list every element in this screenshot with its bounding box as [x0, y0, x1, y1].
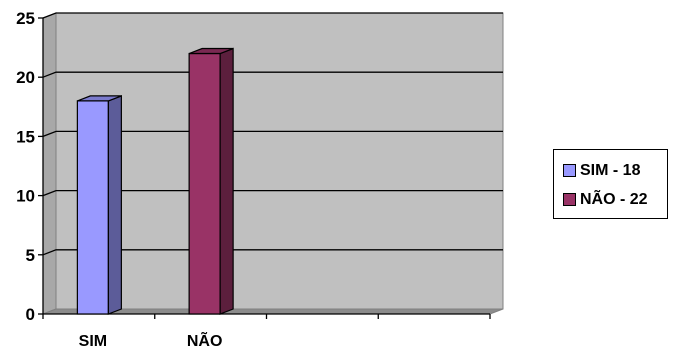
legend: SIM - 18 NÃO - 22	[553, 149, 668, 219]
bar-top	[77, 95, 122, 102]
gridline-20	[42, 71, 503, 78]
bars	[76, 47, 234, 315]
gridline-25	[42, 12, 503, 19]
bar-front	[188, 52, 221, 315]
axes	[38, 17, 491, 319]
bar-side	[219, 47, 234, 315]
legend-item-nao: NÃO - 22	[563, 185, 667, 214]
bar-side	[107, 95, 122, 315]
bar-front	[76, 100, 109, 315]
bar-top	[188, 47, 234, 55]
y-tick-label-5: 5	[26, 246, 35, 265]
legend-swatch-sim	[563, 164, 576, 177]
x-category-label-0: SIM	[79, 333, 107, 350]
x-category-label-1: NÃO	[187, 330, 223, 350]
y-tick-labels: 0 5 10 15 20 25	[16, 9, 35, 324]
x-category-labels: SIM NÃO	[79, 330, 223, 350]
back-wall	[55, 12, 504, 310]
y-tick-label-0: 0	[26, 305, 35, 324]
side-wall	[42, 12, 57, 315]
gridline-10	[42, 189, 503, 197]
bar-nao	[188, 47, 234, 315]
gridline-5	[42, 249, 503, 256]
legend-swatch-nao	[563, 193, 576, 206]
legend-label-nao: NÃO - 22	[580, 190, 648, 208]
plot-walls	[42, 12, 504, 315]
y-tick-label-20: 20	[16, 68, 35, 87]
bar-sim	[76, 95, 122, 315]
y-tick-label-10: 10	[16, 187, 35, 206]
y-tick-label-25: 25	[16, 9, 35, 28]
legend-label-sim: SIM - 18	[580, 161, 641, 179]
gridlines	[42, 12, 503, 256]
legend-item-sim: SIM - 18	[563, 156, 667, 185]
y-tick-label-15: 15	[16, 127, 35, 146]
gridline-15	[42, 130, 503, 138]
